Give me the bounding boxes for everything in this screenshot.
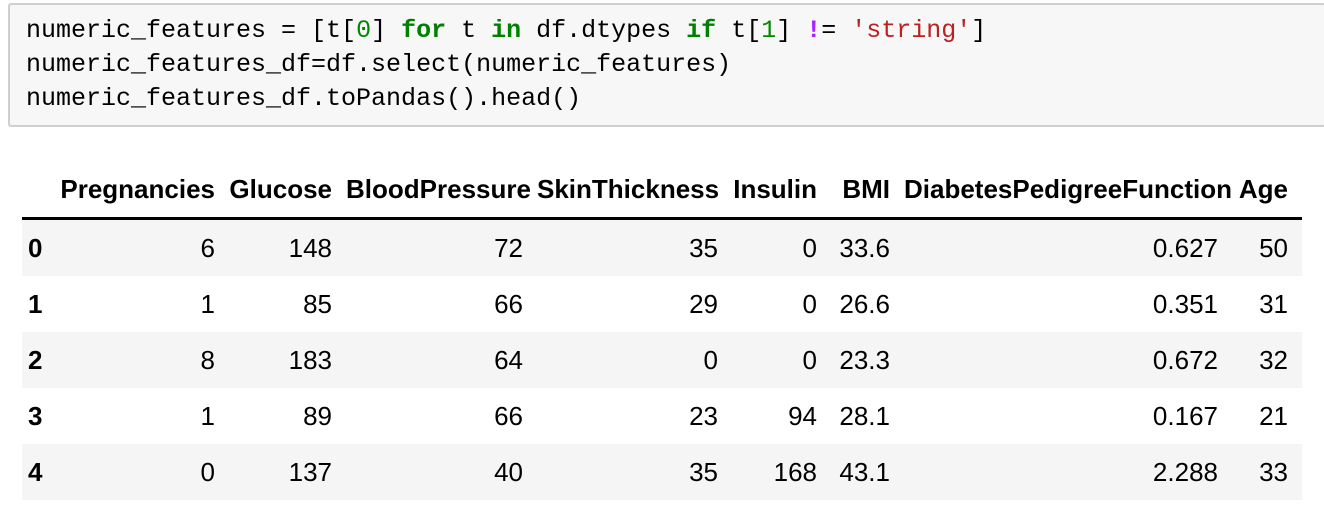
table-cell: 32 <box>1259 345 1288 375</box>
code-token: ] <box>971 16 987 45</box>
column-header: Insulin <box>733 174 817 204</box>
table-cell: 43.1 <box>839 457 890 487</box>
table-cell: 85 <box>303 289 332 319</box>
header-row: Pregnancies Glucose BloodPressure SkinThick… <box>22 161 1302 219</box>
table-cell: 33 <box>1259 457 1288 487</box>
table-cell: 8 <box>200 345 215 375</box>
code-token: numeric_features_df=df.select(numeric_fe… <box>26 50 732 79</box>
code-token: in <box>491 16 522 45</box>
table-cell: 28.1 <box>839 401 890 431</box>
table-cell: 72 <box>494 233 523 263</box>
code-token: = <box>821 16 852 45</box>
table-cell: 183 <box>288 345 332 375</box>
table-cell: 0 <box>802 233 817 263</box>
table-cell: 94 <box>788 401 817 431</box>
table-cell: 1 <box>200 289 215 319</box>
table-cell: 0 <box>802 345 817 375</box>
table-cell: 21 <box>1259 401 1288 431</box>
table-cell: 35 <box>689 457 718 487</box>
table-cell: 0.167 <box>1152 401 1218 431</box>
column-header: BloodPressure <box>346 174 531 204</box>
code-token: ] <box>776 16 807 45</box>
dataframe-table: Pregnancies Glucose BloodPressure SkinThick… <box>22 161 1302 500</box>
table-cell: 23 <box>689 401 718 431</box>
code-token: ! <box>806 16 822 45</box>
table-cell: 0 <box>703 345 718 375</box>
table-cell: 33.6 <box>839 233 890 263</box>
row-index: 2 <box>28 345 43 375</box>
table-cell: 2.288 <box>1152 457 1218 487</box>
code-token: t <box>446 16 492 45</box>
table-row: 1 1 85 66 29 0 26.6 0.351 31 <box>22 276 1302 332</box>
row-index: 1 <box>28 289 43 319</box>
table-cell: 148 <box>288 233 332 263</box>
code-token: df.dtypes <box>521 16 687 45</box>
table-cell: 66 <box>494 289 523 319</box>
notebook-page: numeric_features = [t[0] for t in df.dty… <box>0 3 1324 500</box>
column-header: Pregnancies <box>60 174 215 204</box>
code-line: numeric_features_df=df.select(numeric_fe… <box>26 48 1324 82</box>
corner-blank <box>22 161 60 219</box>
dataframe-head: Pregnancies Glucose BloodPressure SkinThick… <box>22 161 1302 219</box>
table-row: 2 8 183 64 0 0 23.3 0.672 32 <box>22 332 1302 388</box>
code-token: numeric_features = [t[ <box>26 16 357 45</box>
table-cell: 0.627 <box>1152 233 1218 263</box>
table-cell: 26.6 <box>839 289 890 319</box>
code-token: 1 <box>761 16 777 45</box>
output-area: Pregnancies Glucose BloodPressure SkinThick… <box>22 161 1324 500</box>
row-index: 0 <box>28 233 43 263</box>
column-header: BMI <box>842 174 890 204</box>
table-cell: 40 <box>494 457 523 487</box>
code-line: numeric_features_df.toPandas().head() <box>26 82 1324 116</box>
column-header: SkinThickness <box>537 174 720 204</box>
code-token: if <box>686 16 717 45</box>
table-cell: 31 <box>1259 289 1288 319</box>
column-header: Glucose <box>229 174 332 204</box>
table-cell: 1 <box>200 401 215 431</box>
code-token: 0 <box>356 16 372 45</box>
table-cell: 23.3 <box>839 345 890 375</box>
code-token: 'string' <box>851 16 972 45</box>
code-token: numeric_features_df.toPandas().head() <box>26 84 582 113</box>
table-cell: 0 <box>200 457 215 487</box>
column-header: Age <box>1238 174 1288 204</box>
table-cell: 0.351 <box>1152 289 1218 319</box>
table-cell: 29 <box>689 289 718 319</box>
code-editor[interactable]: numeric_features = [t[0] for t in df.dty… <box>26 14 1324 116</box>
table-cell: 35 <box>689 233 718 263</box>
dataframe-body: 0 6 148 72 35 0 33.6 0.627 50 1 1 85 66 29 0 26.6 0.351 3… <box>22 218 1302 500</box>
code-token: for <box>401 16 447 45</box>
code-line: numeric_features = [t[0] for t in df.dty… <box>26 14 1324 48</box>
row-index: 3 <box>28 401 43 431</box>
table-cell: 0.672 <box>1152 345 1218 375</box>
table-cell: 168 <box>773 457 817 487</box>
code-token: t[ <box>716 16 762 45</box>
table-cell: 64 <box>494 345 523 375</box>
code-cell[interactable]: numeric_features = [t[0] for t in df.dty… <box>8 3 1324 127</box>
table-cell: 0 <box>802 289 817 319</box>
row-index: 4 <box>28 457 43 487</box>
table-cell: 6 <box>200 233 215 263</box>
table-cell: 50 <box>1259 233 1288 263</box>
table-cell: 89 <box>303 401 332 431</box>
table-row: 4 0 137 40 35 168 43.1 2.288 33 <box>22 444 1302 500</box>
column-header: DiabetesPedigreeFunction <box>904 174 1232 204</box>
table-row: 3 1 89 66 23 94 28.1 0.167 21 <box>22 388 1302 444</box>
table-cell: 66 <box>494 401 523 431</box>
code-token: ] <box>371 16 402 45</box>
table-cell: 137 <box>288 457 332 487</box>
table-row: 0 6 148 72 35 0 33.6 0.627 50 <box>22 218 1302 276</box>
